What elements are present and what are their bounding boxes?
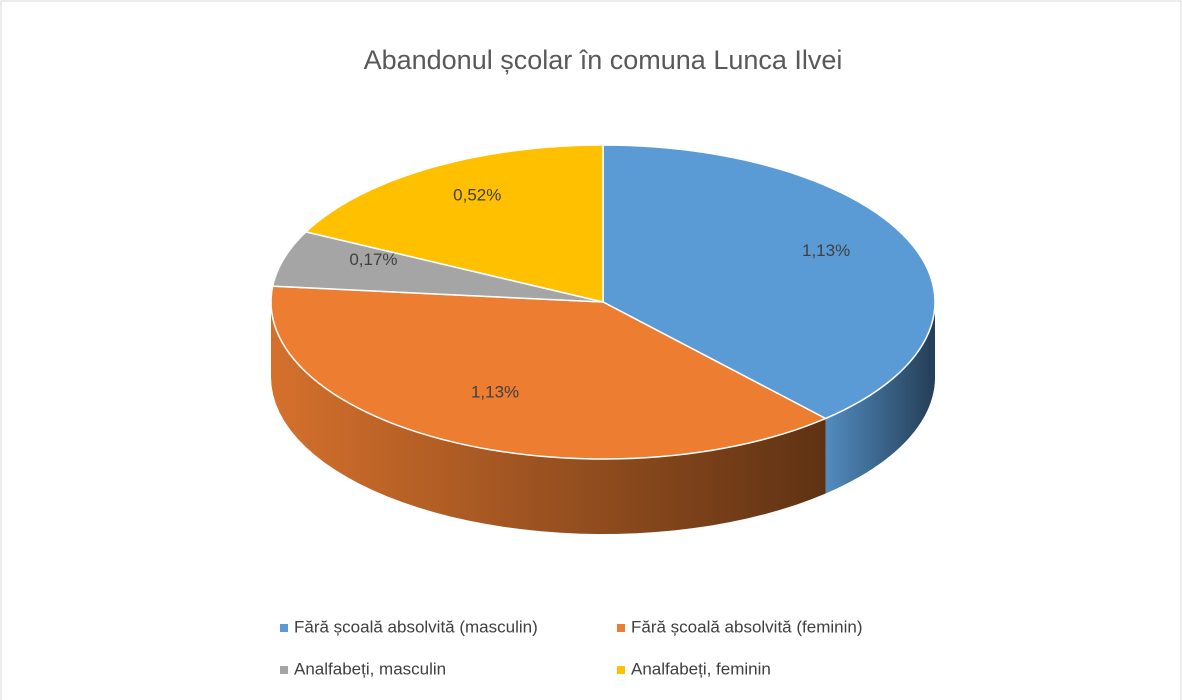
data-label: 0,52% xyxy=(453,185,501,204)
pie-slice xyxy=(304,144,604,303)
pie-side-shade xyxy=(825,302,935,494)
legend-label: Fără școală absolvită (feminin) xyxy=(631,617,862,636)
legend-label: Analfabeți, feminin xyxy=(631,659,771,678)
pie-slice xyxy=(602,144,936,420)
data-label: 0,17% xyxy=(349,250,397,269)
data-label: 1,13% xyxy=(471,382,519,401)
chart-title: Abandonul școlar în comuna Lunca Ilvei xyxy=(364,45,843,75)
legend-swatch xyxy=(280,624,288,632)
legend-label: Analfabeți, masculin xyxy=(294,659,446,678)
legend-swatch xyxy=(280,666,288,674)
legend-label: Fără școală absolvită (masculin) xyxy=(294,617,538,636)
pie-slice xyxy=(270,285,828,460)
data-label: 1,13% xyxy=(802,241,850,260)
legend-swatch xyxy=(617,624,625,632)
legend-swatch xyxy=(617,666,625,674)
pie-side-shade xyxy=(271,302,826,534)
pie-slice xyxy=(271,231,604,303)
